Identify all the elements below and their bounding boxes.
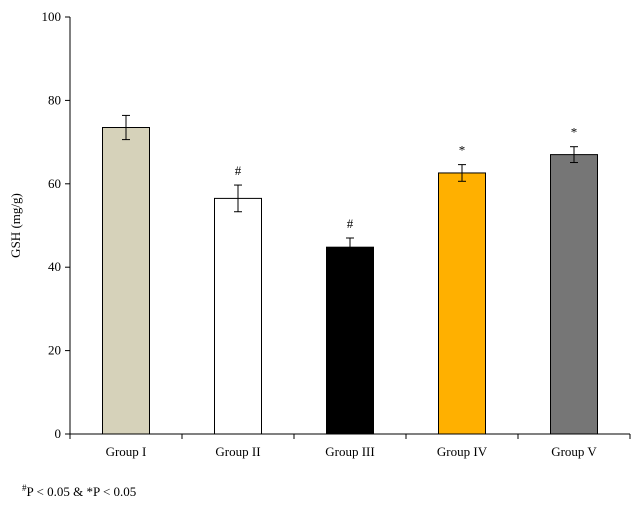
x-tick-label: Group V (551, 444, 597, 459)
bar-group-ii (214, 197, 262, 435)
y-tick-label: 80 (48, 92, 61, 107)
y-tick-label: 40 (48, 259, 61, 274)
significance-marker: # (235, 163, 242, 178)
x-tick-label: Group I (106, 444, 147, 459)
footnote-text: P < 0.05 & *P < 0.05 (27, 484, 137, 499)
y-axis-label: GSH (mg/g) (8, 193, 23, 258)
footnote: #P < 0.05 & *P < 0.05 (22, 483, 136, 499)
bar-group-i (102, 127, 150, 435)
y-tick-label: 60 (48, 176, 61, 191)
bar-group-v (550, 154, 598, 435)
y-tick-label: 0 (55, 426, 62, 441)
x-ticks: Group I Group II Group III Group IV Group V (69, 434, 631, 459)
bar-group-iv (438, 172, 486, 435)
x-tick-label: Group II (215, 444, 260, 459)
bar-group-iii (326, 246, 374, 435)
footnote-superscript: # (22, 483, 27, 493)
y-tick-label: 100 (42, 9, 62, 24)
y-ticks: 0 20 40 60 80 100 (42, 9, 70, 441)
y-tick-label: 20 (48, 343, 61, 358)
x-tick-label: Group IV (437, 444, 488, 459)
bars: # # * * (102, 114, 598, 435)
x-tick-label: Group III (325, 444, 374, 459)
significance-marker: * (459, 143, 466, 158)
significance-marker: * (571, 125, 578, 140)
significance-marker: # (347, 216, 354, 231)
